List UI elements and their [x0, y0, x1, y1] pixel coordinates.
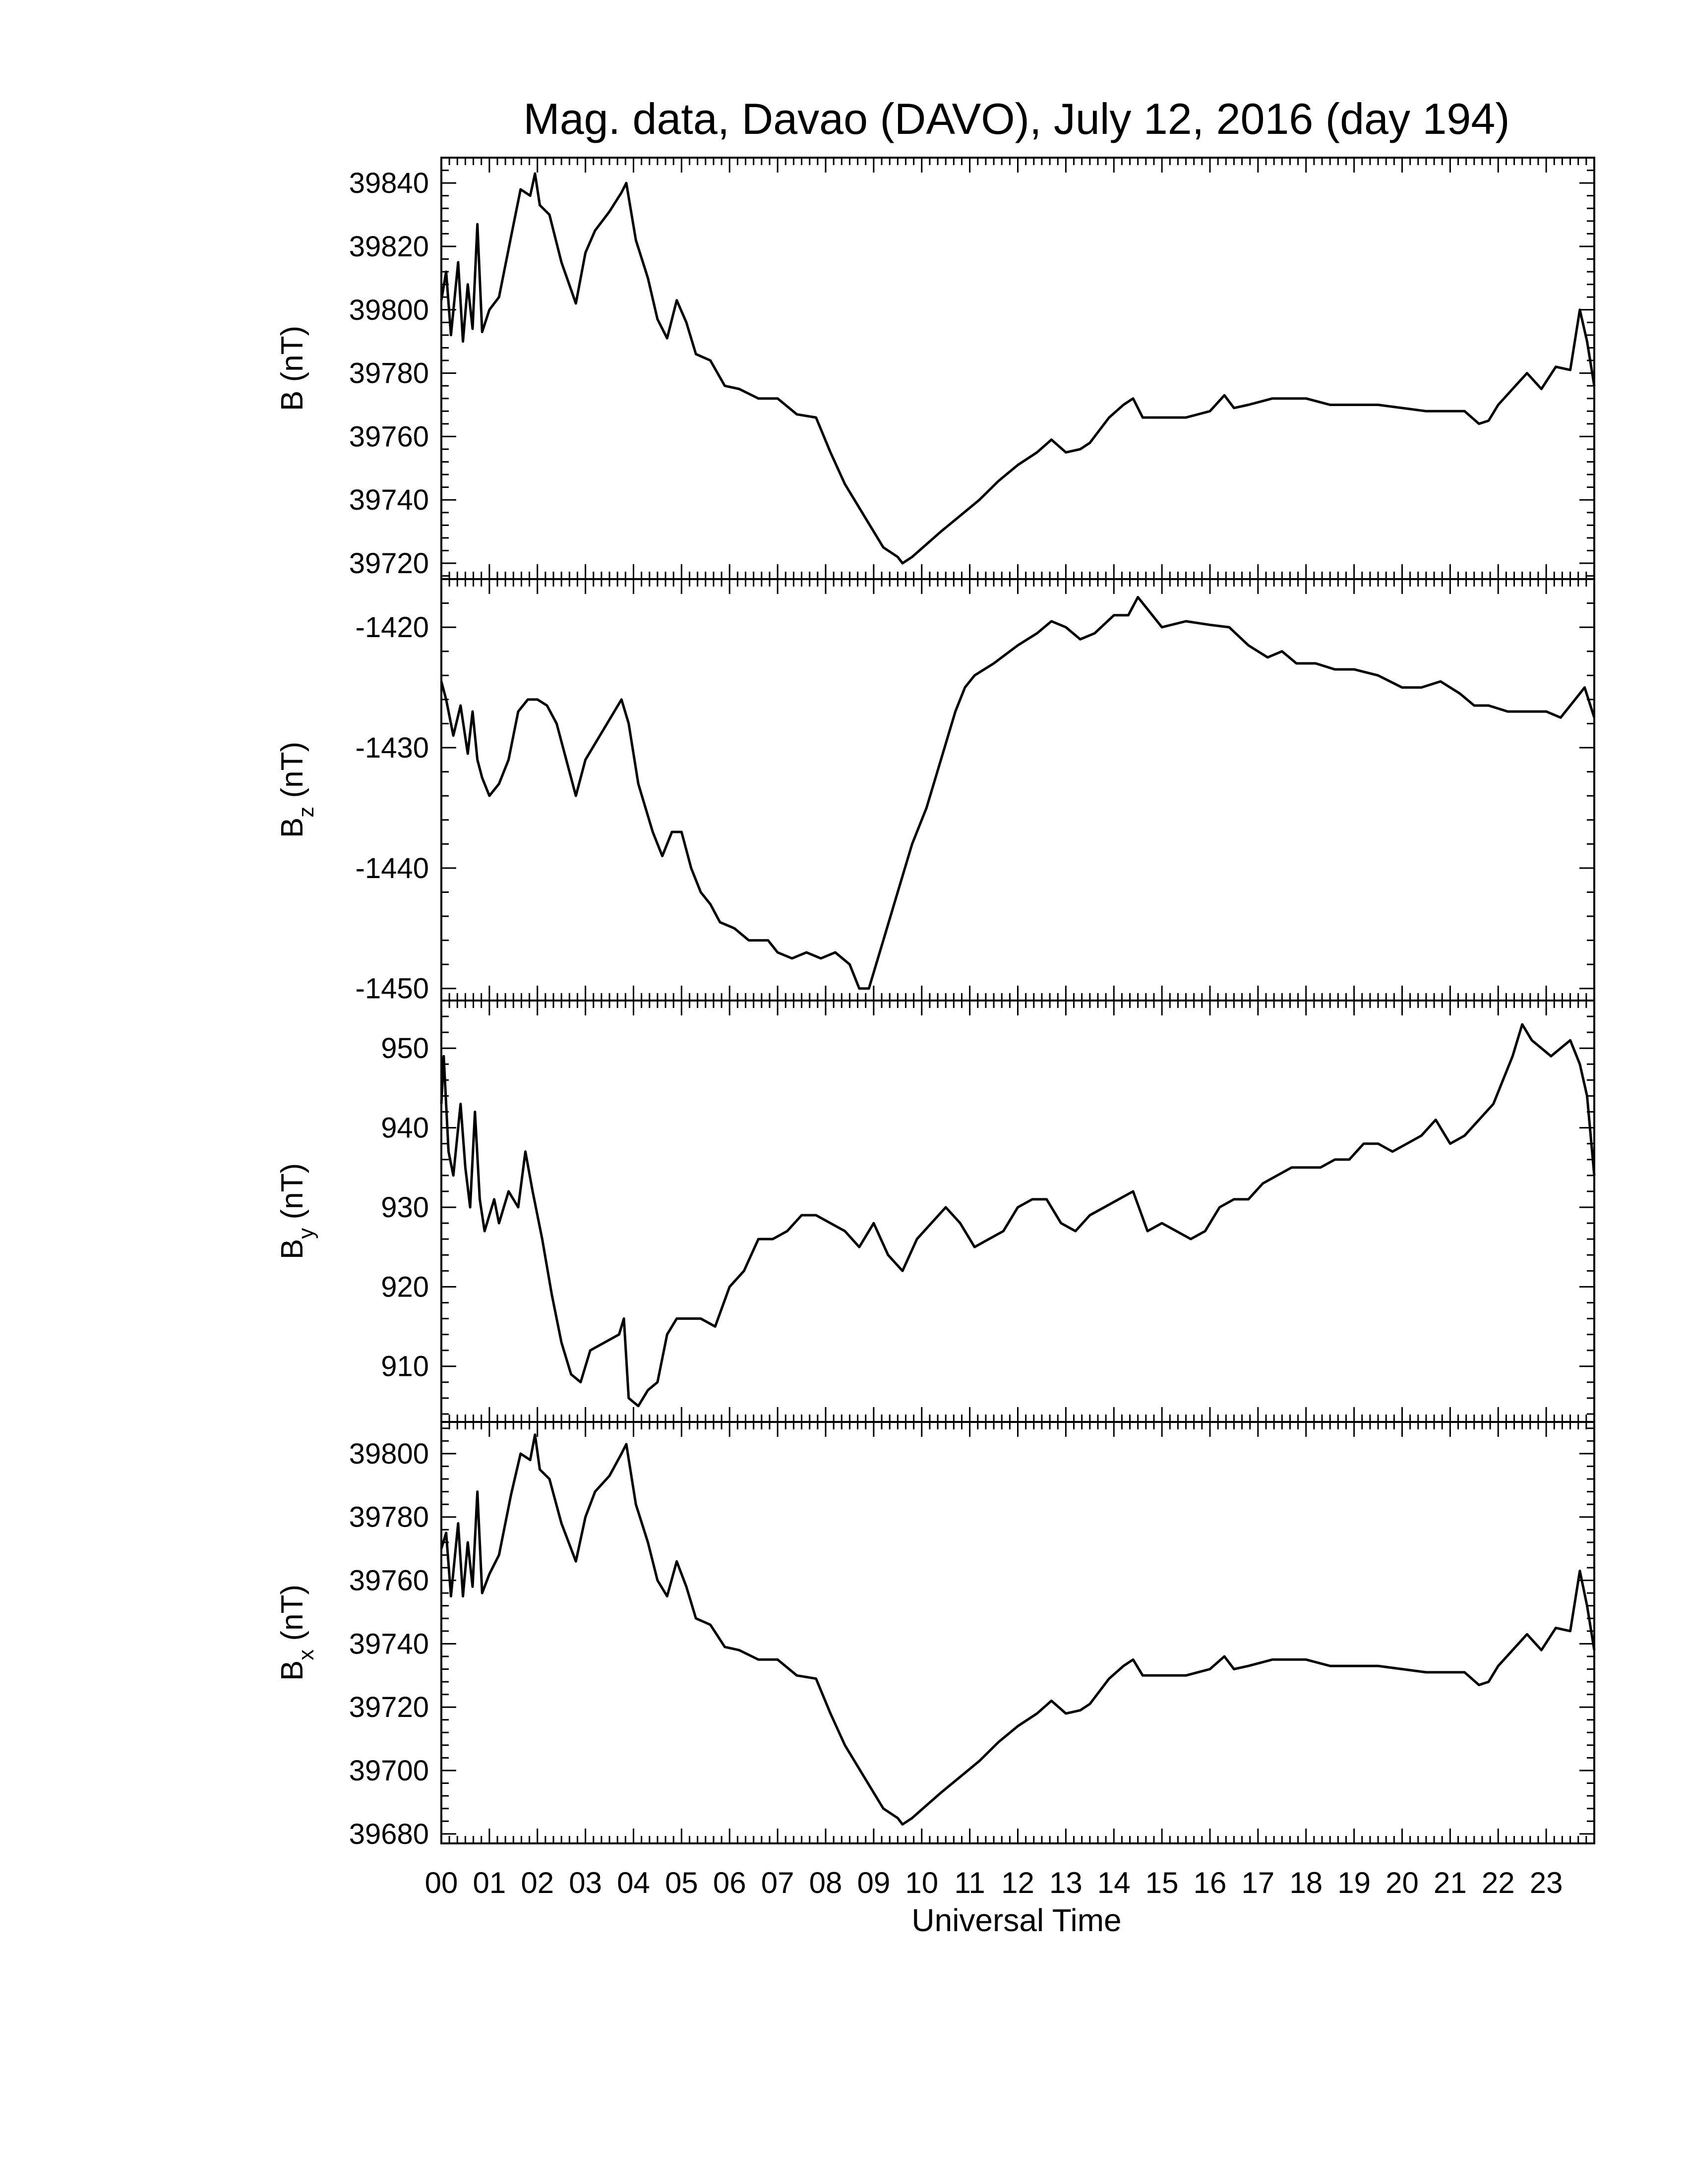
- y-axis-label-main: B: [275, 1239, 309, 1259]
- series-line-Bx: [440, 1433, 1596, 1826]
- x-tick-label: 16: [1194, 1866, 1227, 1899]
- x-tick-label: 17: [1242, 1866, 1275, 1899]
- y-tick-label: 39780: [349, 357, 429, 390]
- y-tick-label: 950: [381, 1032, 429, 1064]
- y-tick-label: 39800: [349, 294, 429, 326]
- x-tick-label: 23: [1530, 1866, 1563, 1899]
- y-tick-label: -1440: [356, 852, 429, 885]
- y-axis-label-unit: (nT): [275, 1163, 309, 1228]
- x-tick-label: 04: [617, 1866, 650, 1899]
- x-tick-label: 07: [761, 1866, 794, 1899]
- x-tick-label: 11: [954, 1866, 985, 1899]
- y-tick-label: 930: [381, 1191, 429, 1224]
- x-tick-label: 03: [569, 1866, 602, 1899]
- panel-B: 39720 39740 39760 39780 39800 39820 39840 B (nT…: [275, 157, 1596, 580]
- x-tick-label: 21: [1434, 1866, 1467, 1899]
- y-axis-label: Bx (nT): [275, 1585, 318, 1681]
- x-tick-label: 22: [1482, 1866, 1515, 1899]
- x-tick-label: 18: [1289, 1866, 1323, 1899]
- x-tick-label: 14: [1097, 1866, 1131, 1899]
- x-tick-label: 15: [1145, 1866, 1179, 1899]
- panel-Bz: -1450 -1440 -1430 -1420 Bz (nT): [275, 578, 1596, 1005]
- x-tick-label: 08: [809, 1866, 843, 1899]
- series-line-Bz: [440, 595, 1596, 990]
- x-tick-label: 01: [473, 1866, 506, 1899]
- y-tick-label: 910: [381, 1351, 429, 1383]
- panel-By: 910 920 930 940 950 By (nT): [275, 1000, 1596, 1423]
- y-tick-label: 39840: [349, 167, 429, 199]
- y-tick-label: 39760: [349, 1565, 429, 1597]
- series-line-By: [440, 1023, 1596, 1408]
- x-tick-label: 09: [857, 1866, 891, 1899]
- chart-title: Mag. data, Davao (DAVO), July 12, 2016 (…: [523, 94, 1509, 143]
- panel-frame: [440, 1000, 1595, 1423]
- y-tick-label: -1420: [356, 611, 429, 644]
- x-tick-label: 20: [1385, 1866, 1419, 1899]
- panel-frame: [440, 1421, 1595, 1844]
- y-axis-label: By (nT): [275, 1163, 318, 1259]
- panels-layer: 39720 39740 39760 39780 39800 39820 39840 B (nT…: [275, 157, 1596, 1850]
- y-axis-label: B (nT): [275, 326, 309, 411]
- y-axis-label-unit: (nT): [275, 326, 309, 391]
- y-tick-label: 920: [381, 1271, 429, 1303]
- panel-frame: [440, 157, 1595, 580]
- y-axis-label-subscript: z: [294, 807, 318, 818]
- x-tick-label: 10: [905, 1866, 938, 1899]
- x-axis-label: Universal Time: [911, 1902, 1121, 1938]
- x-tick-label: 06: [713, 1866, 746, 1899]
- y-axis-label-main: B: [275, 818, 309, 838]
- y-tick-label: 39720: [349, 547, 429, 580]
- x-tick-label: 13: [1049, 1866, 1083, 1899]
- y-tick-label: 940: [381, 1112, 429, 1144]
- y-tick-label: 39720: [349, 1691, 429, 1723]
- y-tick-label: 39820: [349, 231, 429, 263]
- panel-frame: [440, 578, 1595, 1002]
- y-axis-label: Bz (nT): [275, 742, 318, 838]
- y-axis-label-unit: (nT): [275, 1585, 309, 1650]
- y-tick-label: -1450: [356, 973, 429, 1005]
- y-tick-label: 39700: [349, 1755, 429, 1787]
- y-axis-label-main: B: [275, 391, 309, 411]
- x-tick-label: 02: [521, 1866, 554, 1899]
- y-tick-label: 39760: [349, 420, 429, 453]
- x-tick-labels: 00 01 02 03 04 05 06 07 08 09 10 11 12 13 14 15 16 17 18 19…: [425, 1866, 1563, 1899]
- y-tick-label: 39740: [349, 484, 429, 516]
- x-tick-label: 00: [425, 1866, 458, 1899]
- panel-Bx: 39680 39700 39720 39740 39760 39780 39800 Bx (n…: [275, 1421, 1596, 1850]
- x-tick-label: 12: [1001, 1866, 1034, 1899]
- y-tick-label: -1430: [356, 732, 429, 764]
- series-line-B: [440, 172, 1596, 565]
- x-tick-label: 19: [1337, 1866, 1371, 1899]
- y-axis-label-subscript: x: [294, 1650, 318, 1660]
- y-tick-label: 39680: [349, 1818, 429, 1850]
- y-tick-label: 39780: [349, 1501, 429, 1534]
- y-axis-label-subscript: y: [294, 1228, 318, 1239]
- y-tick-label: 39800: [349, 1438, 429, 1470]
- y-tick-label: 39740: [349, 1628, 429, 1660]
- y-axis-label-unit: (nT): [275, 742, 309, 807]
- x-tick-label: 05: [665, 1866, 698, 1899]
- y-axis-label-main: B: [275, 1660, 309, 1681]
